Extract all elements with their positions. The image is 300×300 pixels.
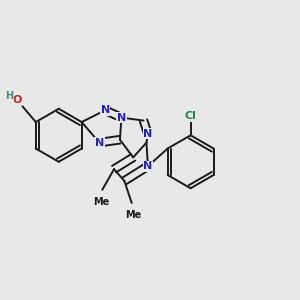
Text: N: N: [95, 138, 104, 148]
Text: Me: Me: [93, 197, 109, 207]
Text: N: N: [143, 129, 152, 139]
Text: Cl: Cl: [185, 111, 197, 121]
Text: N: N: [117, 112, 126, 123]
Text: N: N: [100, 105, 110, 115]
Text: H: H: [5, 91, 13, 101]
Text: O: O: [12, 94, 21, 105]
Text: Me: Me: [125, 210, 141, 220]
Text: N: N: [143, 161, 152, 171]
